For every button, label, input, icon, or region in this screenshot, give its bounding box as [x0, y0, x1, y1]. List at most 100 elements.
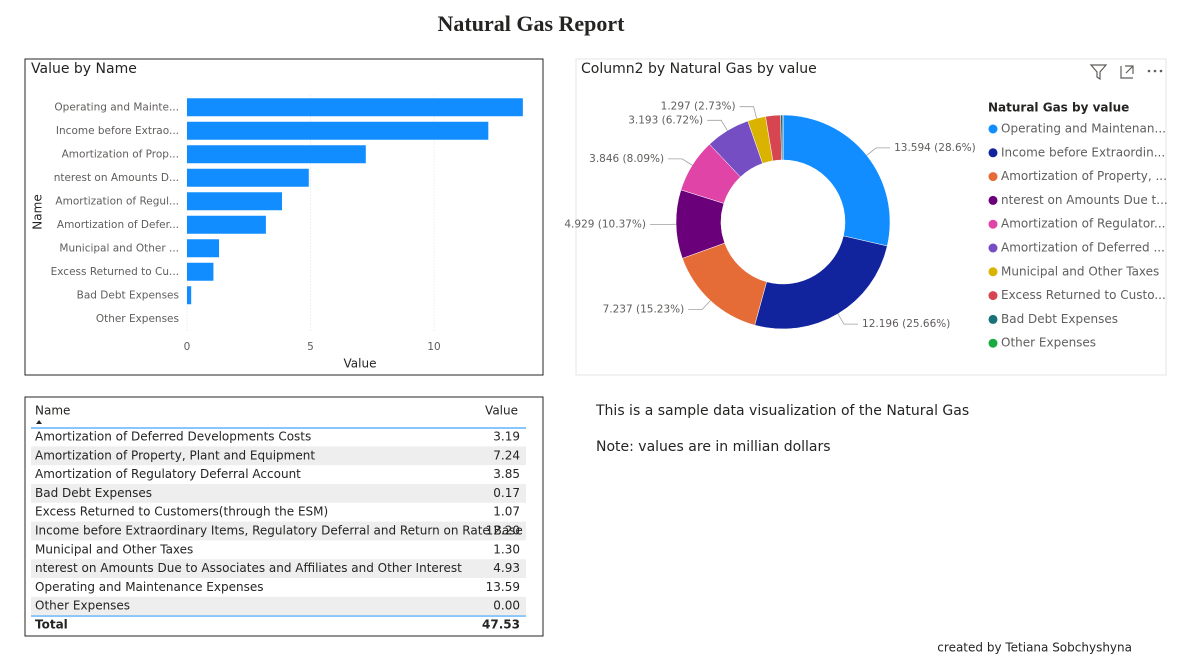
y-tick-label: nterest on Amounts D...	[54, 172, 179, 184]
y-axis-label: Name	[31, 194, 45, 229]
bar	[187, 262, 214, 281]
legend-entry[interactable]: Amortization of Deferred ...	[1001, 241, 1165, 255]
legend-marker	[988, 243, 998, 253]
table-cell: 13.59	[486, 580, 520, 594]
data-label: 1.297 (2.73%)	[661, 101, 736, 113]
legend-entry[interactable]: Income before Extraordin...	[1001, 145, 1165, 159]
table-cell: Bad Debt Expenses	[35, 486, 152, 500]
y-tick-label: Amortization of Prop...	[62, 148, 179, 160]
legend-marker	[988, 124, 998, 134]
table-cell: 4.93	[493, 561, 520, 575]
table-cell: Amortization of Regulatory Deferral Acco…	[35, 467, 301, 481]
y-tick-label: Operating and Mainte...	[54, 101, 179, 113]
legend-entry[interactable]: Other Expenses	[1001, 336, 1096, 350]
visual-header-icons[interactable]	[1089, 64, 1163, 81]
y-tick-label: Municipal and Other ...	[59, 242, 179, 254]
bar	[187, 168, 309, 187]
y-tick-label: Excess Returned to Cu...	[51, 266, 179, 278]
report-title: Natural Gas Report	[438, 11, 626, 36]
x-tick-label: 10	[427, 341, 440, 353]
legend-entry[interactable]: Municipal and Other Taxes	[1001, 264, 1159, 278]
data-label: 3.846 (8.09%)	[589, 153, 664, 165]
legend-marker	[988, 195, 998, 205]
table-header[interactable]: Name	[35, 404, 70, 418]
table-header[interactable]: Value	[485, 404, 518, 418]
x-tick-label: 5	[307, 341, 314, 353]
table-panel[interactable]	[24, 396, 544, 637]
note: Note: values are in millian dollars	[596, 439, 831, 455]
leader-line	[688, 300, 711, 310]
data-label: 3.193 (6.72%)	[628, 114, 703, 126]
leader-line	[739, 106, 757, 119]
data-label: 4.929 (10.37%)	[564, 218, 646, 230]
row-band	[31, 559, 526, 578]
row-band	[31, 596, 526, 616]
table-cell: Amortization of Deferred Developments Co…	[35, 430, 311, 444]
bar	[187, 239, 220, 258]
y-tick-label: Amortization of Regul...	[55, 195, 179, 207]
leader-line	[707, 119, 728, 131]
legend-entry[interactable]: Bad Debt Expenses	[1001, 312, 1118, 326]
credit: created by Tetiana Sobchyshyna	[937, 641, 1132, 655]
focus-icon[interactable]	[1120, 65, 1134, 79]
legend-marker	[988, 314, 998, 324]
leader-line	[837, 313, 859, 325]
bar-title: Value by Name	[31, 61, 137, 77]
bar	[187, 98, 523, 117]
table-cell: Other Expenses	[35, 599, 130, 613]
y-tick-label: Other Expenses	[96, 313, 179, 325]
table-cell: nterest on Amounts Due to Associates and…	[35, 561, 462, 575]
table-cell: 12.20	[486, 524, 520, 538]
table-cell: 3.85	[493, 467, 520, 481]
x-axis-label: Value	[344, 357, 377, 371]
legend-title: Natural Gas by value	[988, 101, 1129, 115]
table-cell: 7.24	[493, 448, 520, 462]
data-label: 13.594 (28.6%)	[894, 142, 976, 154]
donut-title: Column2 by Natural Gas by value	[581, 61, 817, 77]
table-cell: Amortization of Property, Plant and Equi…	[35, 448, 315, 462]
legend-marker	[988, 338, 998, 348]
donut-slice	[754, 235, 888, 330]
y-tick-label: Amortization of Defer...	[57, 219, 179, 231]
legend-entry[interactable]: nterest on Amounts Due t...	[1001, 193, 1168, 207]
total-value: 47.53	[482, 618, 520, 632]
row-band	[31, 521, 526, 541]
more-icon[interactable]	[1147, 69, 1163, 73]
table-cell: 0.00	[493, 599, 520, 613]
filter-icon[interactable]	[1089, 64, 1108, 81]
table-cell: 3.19	[493, 430, 520, 444]
data-label: 12.196 (25.66%)	[862, 318, 950, 330]
table-cell: Income before Extraordinary Items, Regul…	[35, 524, 523, 538]
donut-slice	[782, 114, 891, 247]
data-label: 7.237 (15.23%)	[603, 303, 685, 315]
sort-indicator	[36, 420, 42, 424]
table-cell: 1.07	[493, 505, 520, 519]
legend-marker	[988, 172, 998, 182]
legend-entry[interactable]: Amortization of Property, ...	[1001, 169, 1167, 183]
y-tick-label: Income before Extrao...	[56, 125, 179, 137]
legend-entry[interactable]: Excess Returned to Custo...	[1001, 288, 1166, 302]
table-cell: 1.30	[493, 542, 520, 556]
row-band	[31, 446, 526, 466]
y-tick-label: Bad Debt Expenses	[77, 289, 179, 301]
bar	[187, 215, 266, 234]
legend-marker	[988, 219, 998, 229]
legend-entry[interactable]: Operating and Maintenan...	[1001, 122, 1166, 136]
bar	[187, 192, 283, 211]
bar	[187, 286, 192, 305]
x-tick-label: 0	[184, 341, 191, 353]
legend-entry[interactable]: Amortization of Regulator...	[1001, 217, 1165, 231]
note: This is a sample data visualization of t…	[595, 403, 969, 419]
row-band	[31, 484, 526, 503]
table-cell: 0.17	[493, 486, 520, 500]
table-cell: Operating and Maintenance Expenses	[35, 580, 263, 594]
table-cell: Excess Returned to Customers(through the…	[35, 505, 328, 519]
table-cell: Municipal and Other Taxes	[35, 542, 193, 556]
bar	[187, 145, 366, 164]
legend-marker	[988, 148, 998, 158]
leader-line	[866, 147, 891, 156]
total-label: Total	[35, 618, 68, 632]
legend-marker	[988, 267, 998, 277]
leader-line	[668, 158, 693, 166]
